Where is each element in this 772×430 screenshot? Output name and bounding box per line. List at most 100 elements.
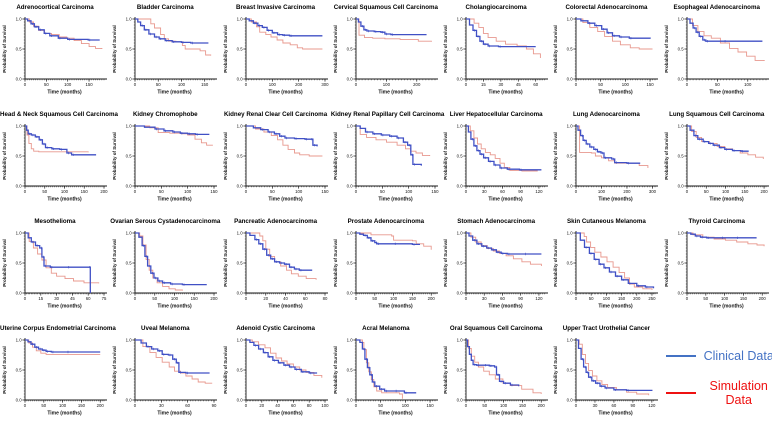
clinical-curve	[466, 18, 536, 48]
chart-title: Head & Neck Squamous Cell Carcinoma	[0, 111, 118, 118]
svg-text:0.0: 0.0	[677, 184, 684, 189]
svg-text:50: 50	[153, 296, 158, 301]
svg-text:1.0: 1.0	[567, 231, 574, 236]
svg-text:0.0: 0.0	[126, 398, 133, 403]
svg-text:30: 30	[499, 82, 504, 87]
chart-plot: 0.0 0.5 1.0 0 50 100 150 Probability of Surviva…	[112, 124, 218, 203]
svg-text:Time (months): Time (months)	[378, 90, 413, 96]
svg-text:0.0: 0.0	[457, 184, 464, 189]
svg-text:1.0: 1.0	[677, 124, 684, 129]
svg-text:Probability of Survival: Probability of Survival	[664, 25, 669, 73]
svg-text:30: 30	[593, 403, 598, 408]
chart-title: Ovarian Serous Cystadenocarcinoma	[110, 218, 221, 225]
svg-text:0.5: 0.5	[126, 47, 133, 52]
svg-text:1.0: 1.0	[236, 17, 243, 22]
svg-text:Probability of Survival: Probability of Survival	[2, 25, 7, 73]
axes: 0.0 0.5 1.0 0 50 100 150 200 Probability of Surv…	[664, 124, 769, 203]
survival-chart-cell: Colorectal Adenocarcinoma 0.0 0.5 1.0 0 50 10…	[551, 0, 661, 107]
svg-text:0.5: 0.5	[16, 261, 23, 266]
svg-text:200: 200	[413, 82, 421, 87]
svg-text:60: 60	[533, 82, 538, 87]
svg-text:60: 60	[500, 189, 505, 194]
simulation-curve	[466, 232, 542, 266]
chart-title: Upper Tract Urothelial Cancer	[562, 325, 651, 332]
survival-chart-cell: Pancreatic Adenocarcinoma 0.0 0.5 1.0 0 20 40…	[221, 214, 331, 321]
svg-text:100: 100	[722, 189, 730, 194]
svg-text:50: 50	[704, 189, 709, 194]
svg-text:1.0: 1.0	[346, 338, 353, 343]
svg-text:120: 120	[649, 403, 657, 408]
svg-text:Probability of Survival: Probability of Survival	[333, 346, 338, 394]
svg-text:100: 100	[171, 296, 179, 301]
chart-title: Mesothelioma	[34, 218, 76, 225]
chart-title: Uveal Melanoma	[141, 325, 190, 332]
simulation-curve	[25, 18, 103, 49]
clinical-curve	[686, 232, 757, 239]
chart-plot: 0.0 0.5 1.0 0 50 100 150 Probability of Surviva…	[112, 17, 218, 96]
chart-plot: 0.0 0.5 1.0 0 50 100 150 Probability of Surviva…	[223, 124, 329, 203]
svg-text:Time (months): Time (months)	[378, 197, 413, 203]
clinical-curve	[686, 18, 763, 42]
survival-chart-cell: Esophageal Adenocarcinoma 0.0 0.5 1.0 0 50 10…	[662, 0, 772, 107]
svg-text:0.5: 0.5	[346, 154, 353, 159]
svg-text:80: 80	[306, 403, 311, 408]
clinical-curve	[135, 232, 208, 286]
svg-text:1.0: 1.0	[126, 338, 133, 343]
svg-text:100: 100	[390, 296, 398, 301]
svg-text:100: 100	[184, 189, 192, 194]
svg-text:0.0: 0.0	[236, 184, 243, 189]
clinical-curve	[355, 125, 422, 166]
svg-text:40: 40	[283, 296, 288, 301]
censor-marks	[254, 344, 311, 375]
censor-marks	[472, 138, 522, 171]
svg-text:150: 150	[85, 82, 93, 87]
chart-plot: 0.0 0.5 1.0 0 30 60 90 120 Probability of Surviv…	[553, 338, 659, 417]
svg-text:0: 0	[24, 296, 27, 301]
svg-text:0: 0	[355, 82, 358, 87]
svg-text:100: 100	[721, 296, 729, 301]
simulation-curve	[576, 125, 649, 168]
simulation-curve	[355, 125, 430, 156]
chart-plot: 0.0 0.5 1.0 0 50 100 150 Probability of Surviva…	[333, 124, 439, 203]
svg-text:Time (months): Time (months)	[488, 90, 523, 96]
axes: 0.0 0.5 1.0 0 100 200 300 Probability of Surviv…	[223, 17, 329, 96]
clinical-curve	[576, 339, 653, 392]
chart-title: Prostate Adenocarcinoma	[347, 218, 425, 225]
survival-chart-cell: Uveal Melanoma 0.0 0.5 1.0 0 30 60 90 Probabili…	[110, 321, 220, 428]
svg-text:100: 100	[178, 82, 186, 87]
svg-text:60: 60	[500, 296, 505, 301]
svg-text:0: 0	[465, 189, 468, 194]
svg-text:0: 0	[134, 189, 137, 194]
survival-chart-cell: Adenoid Cystic Carcinoma 0.0 0.5 1.0 0 20 40 6…	[221, 321, 331, 428]
chart-plot: 0.0 0.5 1.0 0 50 100 150 200 Probability of Surv…	[664, 124, 769, 203]
svg-text:60: 60	[612, 403, 617, 408]
simulation-curve	[466, 125, 538, 172]
axes: 0.0 0.5 1.0 0 50 100 150 Probability of Surviva…	[112, 17, 218, 96]
axes: 0.0 0.5 1.0 0 30 60 90 120 Probability of Surviv…	[443, 124, 549, 203]
clinical-curve	[245, 18, 322, 37]
simulation-curve	[355, 18, 432, 42]
chart-plot: 0.0 0.5 1.0 0 50 100 Probability of Survival Ti…	[664, 17, 769, 96]
clinical-curve	[576, 18, 652, 39]
svg-text:150: 150	[618, 296, 626, 301]
svg-text:50: 50	[159, 189, 164, 194]
simulation-curve	[576, 339, 650, 396]
svg-text:Probability of Survival: Probability of Survival	[553, 132, 558, 180]
svg-text:Probability of Survival: Probability of Survival	[443, 132, 448, 180]
chart-title: Adrenocortical Carcinoma	[16, 4, 94, 11]
svg-text:Probability of Survival: Probability of Survival	[223, 239, 228, 287]
survival-chart-cell: Bladder Carcinoma 0.0 0.5 1.0 0 50 100 150 Prob…	[110, 0, 220, 107]
censor-marks	[474, 239, 526, 256]
survival-chart-cell: Cervical Squamous Cell Carcinoma 0.0 0.5 1…	[331, 0, 441, 107]
svg-text:50: 50	[703, 296, 708, 301]
svg-text:0.0: 0.0	[346, 184, 353, 189]
svg-text:75: 75	[102, 296, 107, 301]
axes: 0.0 0.5 1.0 0 50 100 150 Probability of Surviva…	[112, 124, 218, 203]
censor-marks	[366, 130, 415, 166]
simulation-curve	[466, 339, 542, 394]
survival-chart-cell: Kidney Renal Papillary Cell Carcinoma 0.…	[331, 107, 444, 214]
svg-text:Time (months): Time (months)	[158, 197, 193, 203]
svg-text:100: 100	[598, 189, 606, 194]
legend-label-simulation: Simulation Data	[709, 378, 768, 407]
svg-text:250: 250	[649, 296, 657, 301]
